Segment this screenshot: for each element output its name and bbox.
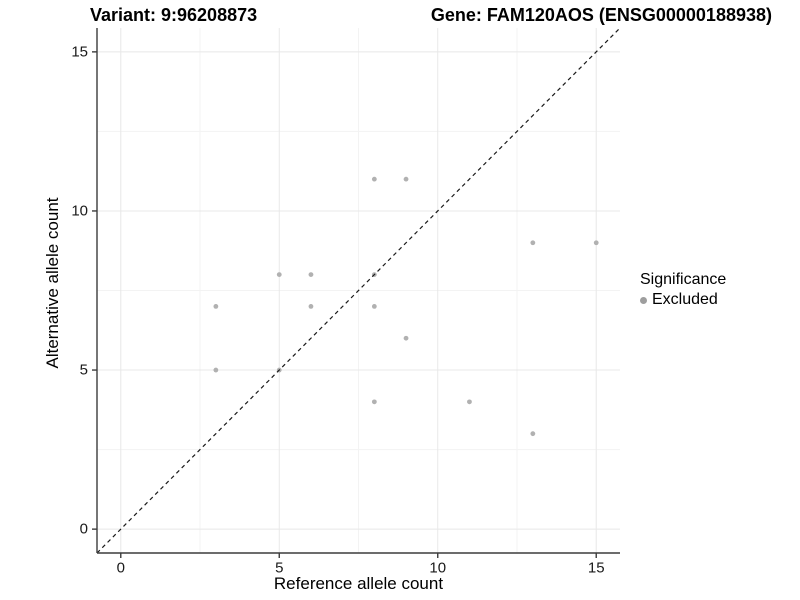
data-point (403, 176, 409, 182)
legend-item-excluded: Excluded (640, 290, 726, 310)
x-tick-label: 0 (117, 559, 125, 576)
y-tick-label: 5 (80, 362, 88, 379)
data-point (403, 335, 409, 341)
gene-title: Gene: FAM120AOS (ENSG00000188938) (430, 5, 772, 25)
identity-line (96, 27, 621, 554)
data-point (371, 399, 377, 405)
y-axis-title: Alternative allele count (43, 197, 62, 369)
data-point (371, 176, 377, 182)
excluded-point-icon (640, 296, 647, 304)
data-point (593, 240, 599, 246)
data-point (213, 304, 219, 309)
x-tick-label: 5 (275, 559, 283, 576)
variant-title: Variant: 9:96208873 (90, 5, 258, 25)
legend-title: Significance (640, 271, 727, 288)
data-point (530, 240, 536, 246)
legend: Significance Excluded (640, 270, 726, 310)
data-point (308, 272, 314, 277)
x-tick-label: 10 (429, 559, 446, 576)
data-point (467, 399, 472, 405)
x-tick-label: 15 (588, 559, 605, 576)
y-tick-label: 0 (80, 521, 88, 538)
data-point (371, 304, 377, 309)
x-axis-title: Reference allele count (273, 574, 444, 593)
data-point (308, 304, 314, 309)
y-tick-label: 15 (71, 43, 88, 60)
data-point (276, 272, 282, 277)
legend-item-label: Excluded (652, 291, 718, 308)
y-tick-label: 10 (71, 202, 88, 219)
data-point (213, 367, 219, 373)
data-point (530, 431, 536, 437)
